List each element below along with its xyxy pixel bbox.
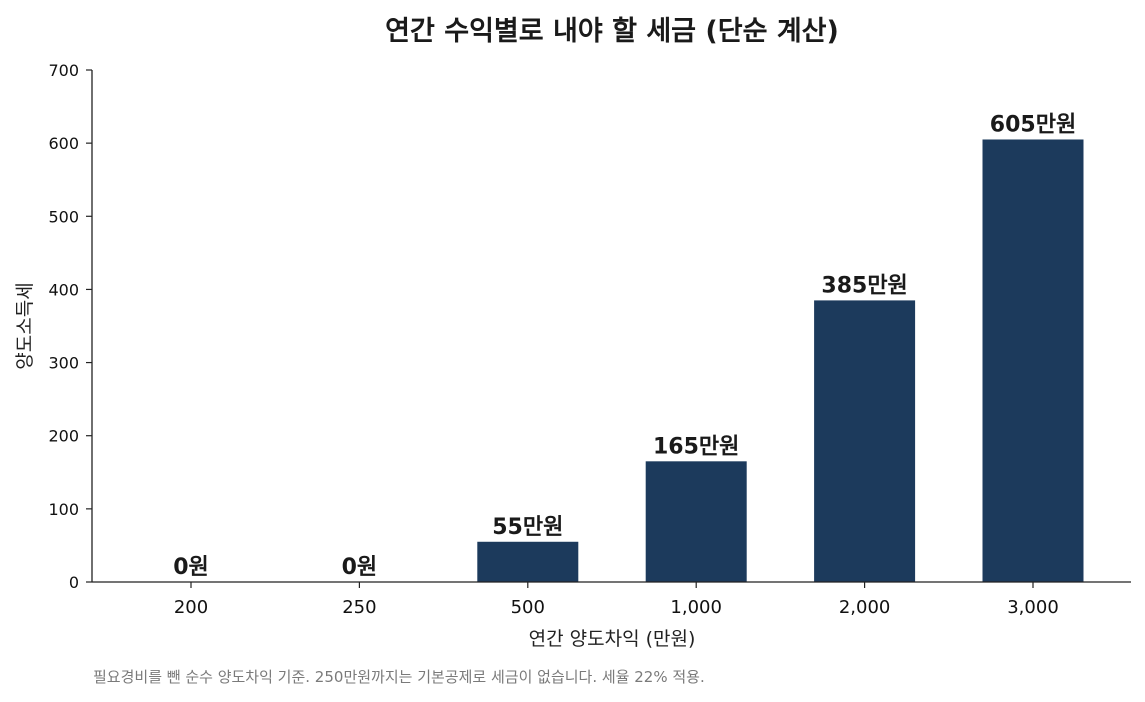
y-tick-label: 700 (48, 61, 79, 80)
footnote: 필요경비를 뺀 순수 양도차익 기준. 250만원까지는 기본공제로 세금이 없… (93, 668, 705, 686)
y-tick-label: 300 (48, 354, 79, 373)
chart-title: 연간 수익별로 내야 할 세금 (단순 계산) (385, 16, 839, 47)
bar-value-label: 0원 (173, 555, 209, 580)
x-axis-label: 연간 양도차익 (만원) (529, 628, 696, 650)
bar-value-label: 0원 (342, 555, 378, 580)
x-tick-label: 200 (174, 597, 208, 618)
y-tick-label: 100 (48, 500, 79, 519)
x-tick-label: 1,000 (670, 597, 722, 618)
bar (814, 300, 916, 582)
x-tick-label: 2,000 (839, 597, 891, 618)
x-axis-ticks: 200 250 500 1,000 2,000 3,000 (174, 582, 1059, 618)
bar-value-label: 165만원 (653, 434, 739, 459)
y-tick-label: 0 (69, 573, 79, 592)
bar-value-label: 55만원 (492, 515, 563, 540)
x-tick-label: 3,000 (1007, 597, 1059, 618)
y-tick-label: 200 (48, 427, 79, 446)
bar (645, 461, 747, 582)
x-tick-label: 500 (511, 597, 545, 618)
y-axis-ticks: 0 100 200 300 400 500 600 700 (48, 61, 92, 592)
x-tick-label: 250 (342, 597, 376, 618)
y-tick-label: 500 (48, 207, 79, 226)
bar-series (477, 139, 1084, 582)
y-tick-label: 600 (48, 134, 79, 153)
data-labels: 0원 0원 55만원 165만원 385만원 605만원 (173, 112, 1076, 580)
bar-value-label: 605만원 (990, 112, 1076, 137)
y-axis-label: 양도소득세 (14, 282, 36, 369)
bar-value-label: 385만원 (821, 273, 907, 298)
y-tick-label: 400 (48, 280, 79, 299)
bar (982, 139, 1084, 582)
bar (477, 541, 579, 582)
